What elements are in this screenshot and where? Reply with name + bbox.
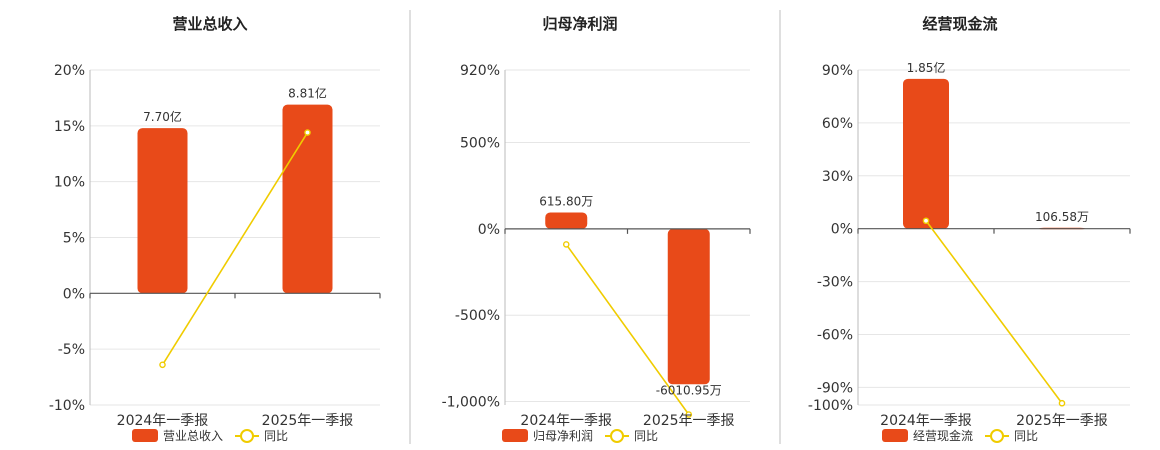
x-category-label: 2025年一季报 — [262, 413, 354, 429]
y-tick-label: 0% — [63, 286, 85, 302]
y-tick-label: 90% — [822, 63, 853, 79]
legend-marker-line[interactable] — [990, 429, 1004, 443]
yoy-line — [565, 243, 690, 415]
bar-data-label: 106.58万 — [1035, 210, 1089, 224]
bar[interactable] — [137, 128, 188, 294]
y-tick-label: -500% — [455, 308, 500, 324]
y-tick-label: 60% — [822, 116, 853, 132]
x-category-label: 2024年一季报 — [880, 413, 972, 429]
legend-label-line[interactable]: 同比 — [264, 429, 288, 443]
yoy-point[interactable] — [159, 361, 166, 369]
yoy-line — [925, 220, 1063, 404]
x-category-label: 2024年一季报 — [117, 413, 209, 429]
legend-swatch-bar[interactable] — [132, 429, 158, 442]
y-tick-label: 10% — [54, 175, 85, 191]
x-category-label: 2025年一季报 — [1016, 413, 1108, 429]
chart-panel-cash-flow: 经营现金流 1.85亿 106.58万 90% 60% 30% 0% -30% -60% -9… — [808, 15, 1131, 443]
y-tick-label: 5% — [63, 231, 85, 247]
y-tick-label: -1,000% — [442, 395, 500, 411]
legend-marker-line[interactable] — [240, 429, 254, 443]
y-tick-label: 15% — [54, 119, 85, 135]
legend: 归母净利润 同比 — [502, 429, 658, 443]
x-category-label: 2025年一季报 — [643, 413, 735, 429]
chart-panel-revenue: 营业总收入 7.70亿 8.81亿 20% 15% 10% 5% 0% -5% -10% 20… — [49, 15, 381, 443]
bar[interactable] — [903, 78, 949, 229]
yoy-point[interactable] — [922, 217, 930, 225]
legend-label-line[interactable]: 同比 — [1014, 429, 1038, 443]
y-tick-label: 20% — [54, 63, 85, 79]
yoy-point[interactable] — [304, 129, 311, 136]
y-tick-label: 30% — [822, 169, 853, 185]
bar-data-label: 615.80万 — [539, 194, 593, 208]
y-tick-label: 0% — [478, 222, 500, 238]
y-tick-label: -100% — [808, 398, 853, 414]
bar[interactable] — [545, 212, 588, 229]
x-category-label: 2024年一季报 — [520, 413, 612, 429]
yoy-point[interactable] — [1058, 399, 1066, 407]
legend-swatch-bar[interactable] — [502, 429, 528, 442]
chart-title: 归母净利润 — [542, 15, 617, 33]
legend-label-bar[interactable]: 营业总收入 — [163, 429, 223, 443]
legend-label-bar[interactable]: 经营现金流 — [913, 428, 973, 443]
bar-data-label: 7.70亿 — [143, 109, 182, 124]
legend-swatch-bar[interactable] — [882, 429, 908, 442]
legend-label-line[interactable]: 同比 — [634, 429, 658, 443]
bar-data-label: 1.85亿 — [907, 60, 946, 75]
yoy-point[interactable] — [562, 241, 570, 248]
yoy-point[interactable] — [685, 411, 693, 418]
y-tick-label: 0% — [831, 222, 853, 238]
y-tick-label: -30% — [817, 275, 853, 291]
chart-title: 经营现金流 — [922, 15, 997, 33]
y-tick-label: -60% — [817, 327, 853, 343]
y-tick-label: -90% — [817, 380, 853, 396]
yoy-line — [161, 132, 309, 366]
y-tick-label: -5% — [58, 342, 85, 358]
y-tick-label: 500% — [460, 136, 500, 152]
y-tick-label: 920% — [460, 63, 500, 79]
legend-label-bar[interactable]: 归母净利润 — [533, 429, 593, 443]
chart-title: 营业总收入 — [172, 15, 247, 33]
bar-data-label: -6010.95万 — [656, 383, 722, 397]
y-tick-label: -10% — [49, 398, 85, 414]
legend-marker-line[interactable] — [610, 429, 624, 443]
legend: 经营现金流 同比 — [882, 428, 1038, 443]
bar-data-label: 8.81亿 — [288, 86, 327, 101]
legend: 营业总收入 同比 — [132, 429, 288, 443]
chart-panel-net-profit: 归母净利润 615.80万 -6010.95万 920% 500% 0% -500% -1… — [442, 15, 751, 443]
bar[interactable] — [667, 228, 710, 385]
